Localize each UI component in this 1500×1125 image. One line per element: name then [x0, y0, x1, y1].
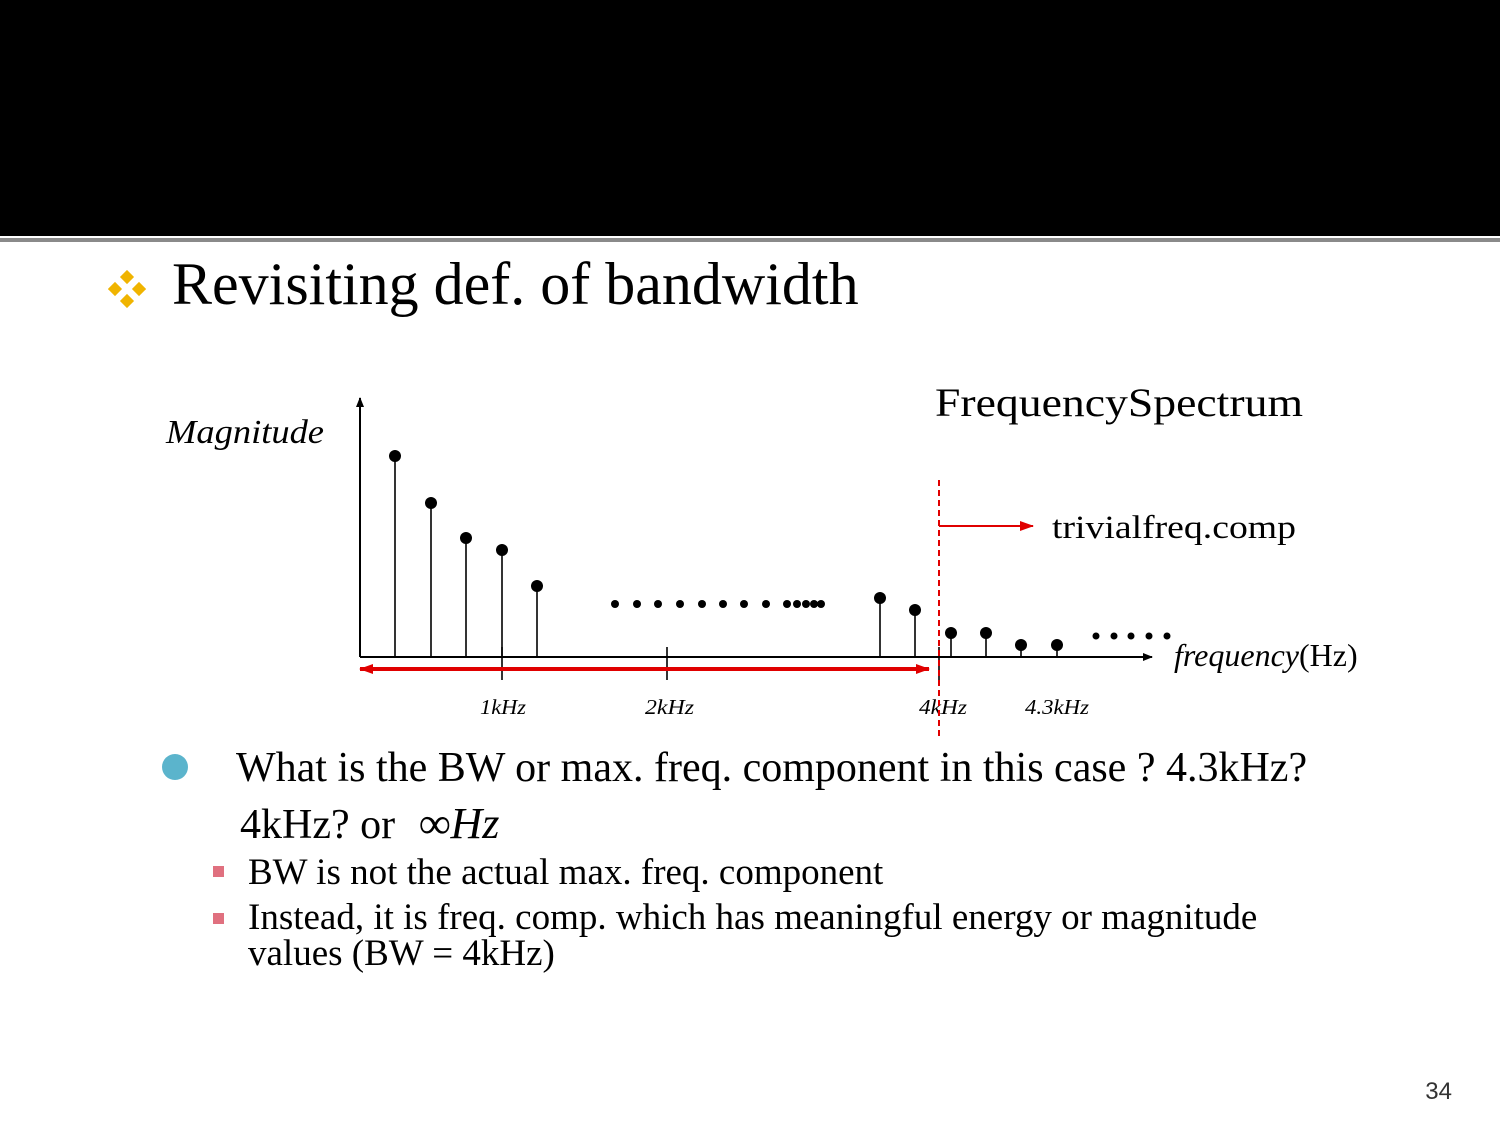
- tick-label-4khz: 4kHz: [919, 695, 967, 719]
- page-number: 34: [1425, 1078, 1452, 1105]
- stem-dot: [389, 450, 401, 462]
- tick-label-4-3khz: 4.3kHz: [1025, 695, 1089, 719]
- ellipsis-dots-middle: [611, 600, 825, 608]
- bullet-question: What is the BW or max. freq. component i…: [236, 745, 1308, 791]
- stem-dot: [531, 580, 543, 592]
- spectrum-stems: [389, 450, 1063, 657]
- stem-dot: [945, 627, 957, 639]
- x-axis-ticks: [501, 647, 940, 680]
- sub-bullet-2-line2: values (BW = 4kHz): [248, 933, 555, 974]
- square-bullet-icon: [213, 913, 224, 924]
- stem-dot: [874, 592, 886, 604]
- x-axis-unit: (Hz): [1299, 637, 1358, 673]
- sub-bullet-2: Instead, it is freq. comp. which has mea…: [248, 897, 1258, 974]
- trivial-components-label: trivialfreq.comp: [1052, 510, 1296, 546]
- sub-bullet-1: BW is not the actual max. freq. componen…: [248, 852, 884, 893]
- diagram-title: FrequencySpectrum: [935, 380, 1303, 425]
- stem-dot: [1051, 639, 1063, 651]
- stem-dot: [460, 532, 472, 544]
- square-bullet-icon: [213, 866, 224, 877]
- ellipsis-dots-right: [1092, 632, 1171, 640]
- x-axis-label: frequency(Hz): [1174, 637, 1358, 673]
- stem-dot: [909, 604, 921, 616]
- stem-dot: [980, 627, 992, 639]
- sub-bullet-2-line1: Instead, it is freq. comp. which has mea…: [248, 897, 1258, 938]
- bullet-question-line2: 4kHz? or ∞Hz: [240, 798, 499, 851]
- title-bar: [0, 0, 1500, 236]
- bullet-question-line2-text: 4kHz? or: [240, 802, 396, 848]
- tick-label-2khz: 2kHz: [645, 695, 694, 719]
- diamond-bullet-icon: [108, 270, 146, 308]
- tick-label-1khz: 1kHz: [480, 695, 526, 719]
- x-axis-name: frequency: [1174, 637, 1300, 673]
- infinity-hz-math: ∞Hz: [419, 799, 500, 848]
- y-axis-label: Magnitude: [165, 414, 324, 451]
- bullet-dot-icon: [162, 754, 188, 780]
- stem-dot: [496, 544, 508, 556]
- stem-dot: [425, 497, 437, 509]
- title-bar-divider: [0, 238, 1500, 242]
- stem-dot: [1015, 639, 1027, 651]
- slide-heading: Revisiting def. of bandwidth: [172, 251, 859, 317]
